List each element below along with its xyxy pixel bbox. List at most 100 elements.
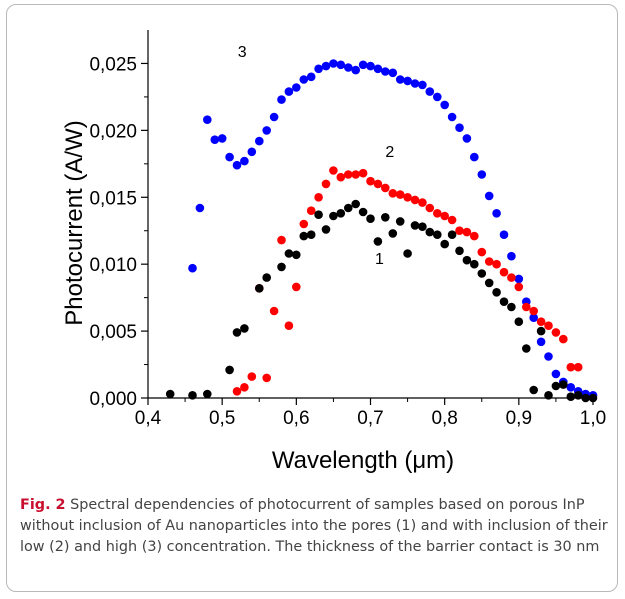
y-tick-label: 0,010 — [89, 255, 137, 276]
data-point-series-1 — [507, 302, 516, 312]
data-point-series-2 — [536, 317, 546, 327]
data-point-series-3 — [492, 209, 501, 218]
data-point-series-1 — [425, 227, 435, 237]
data-point-series-3 — [344, 63, 353, 72]
data-point-series-3 — [566, 383, 576, 392]
data-point-series-2 — [492, 259, 501, 269]
data-point-series-3 — [455, 123, 464, 132]
data-point-series-3 — [195, 203, 205, 213]
data-point-series-1 — [165, 389, 175, 399]
x-tick-label: 1,0 — [580, 408, 606, 429]
series-3 — [188, 59, 598, 400]
data-point-series-1 — [306, 230, 316, 239]
data-point-series-3 — [254, 136, 264, 146]
data-point-series-2 — [403, 193, 412, 202]
data-point-series-3 — [395, 75, 405, 84]
data-point-series-1 — [344, 203, 353, 213]
data-point-series-2 — [232, 387, 242, 396]
y-tick-label: 0,020 — [89, 121, 137, 142]
y-tick-label: 0,000 — [89, 389, 137, 410]
x-axis-title: Wavelength (μm) — [272, 447, 454, 474]
data-point-series-3 — [269, 112, 279, 122]
data-point-series-1 — [321, 225, 331, 234]
x-tick-label: 0,9 — [506, 408, 532, 429]
figure-caption: Fig. 2 Spectral dependencies of photocur… — [20, 495, 610, 558]
data-point-series-1 — [477, 269, 487, 278]
data-point-series-3 — [225, 152, 234, 162]
data-point-series-3 — [329, 59, 338, 68]
data-point-series-1 — [433, 230, 442, 239]
data-point-series-3 — [240, 156, 249, 166]
data-point-series-2 — [573, 362, 583, 372]
data-point-series-1 — [373, 237, 383, 246]
data-point-series-3 — [477, 170, 487, 179]
data-point-series-2 — [462, 227, 472, 237]
data-point-series-1 — [573, 391, 583, 400]
data-point-series-3 — [336, 60, 346, 70]
data-point-series-3 — [306, 72, 316, 82]
x-tick-label: 0,8 — [431, 408, 457, 429]
x-tick-label: 0,5 — [209, 408, 235, 429]
data-point-series-3 — [544, 352, 553, 361]
data-point-series-2 — [336, 172, 346, 182]
data-point-series-1 — [395, 217, 405, 226]
data-point-series-1 — [388, 229, 398, 238]
data-point-series-3 — [499, 230, 509, 239]
data-point-series-2 — [373, 179, 383, 189]
data-point-series-1 — [470, 259, 479, 269]
data-point-series-1 — [203, 389, 212, 399]
data-point-series-1 — [188, 391, 197, 400]
data-point-series-1 — [277, 262, 286, 272]
data-point-series-3 — [351, 65, 361, 75]
data-point-series-1 — [418, 222, 427, 231]
data-point-series-1 — [544, 391, 553, 400]
series-label-2: 2 — [385, 144, 394, 161]
data-point-series-2 — [329, 166, 338, 175]
series-label-1: 1 — [375, 251, 384, 268]
data-point-series-2 — [522, 302, 531, 312]
data-point-series-2 — [277, 235, 286, 245]
data-point-series-2 — [299, 219, 309, 229]
data-point-series-2 — [455, 226, 464, 235]
figure-frame — [6, 4, 618, 592]
data-point-series-2 — [425, 203, 435, 213]
data-point-series-1 — [329, 211, 338, 221]
data-point-series-2 — [559, 334, 568, 344]
photocurrent-chart: 0,4 0,5 0,6 0,7 0,8 0,9 1,0 0,000 0,005 0,010 0,01… — [61, 30, 606, 474]
y-tick-label: 0,005 — [89, 322, 137, 343]
caption-text: Spectral dependencies of photocurrent of… — [20, 497, 608, 555]
data-point-series-1 — [262, 273, 272, 282]
data-point-series-3 — [425, 87, 435, 96]
data-point-series-3 — [536, 337, 546, 347]
data-point-series-2 — [358, 168, 368, 178]
data-point-series-2 — [499, 267, 509, 277]
data-point-series-2 — [544, 321, 553, 331]
data-point-series-1 — [240, 324, 249, 333]
data-point-series-3 — [447, 112, 457, 122]
data-point-series-1 — [440, 239, 450, 249]
data-point-series-1 — [299, 231, 309, 241]
series-1 — [165, 199, 598, 403]
data-point-series-3 — [321, 61, 331, 71]
data-point-series-2 — [507, 273, 516, 282]
data-point-series-1 — [559, 380, 568, 389]
data-point-series-2 — [418, 198, 427, 207]
data-point-series-1 — [284, 249, 294, 258]
data-point-series-3 — [232, 160, 242, 170]
data-point-series-2 — [447, 215, 457, 225]
data-point-series-2 — [440, 211, 450, 221]
data-point-series-3 — [514, 274, 524, 284]
data-point-series-2 — [410, 195, 420, 205]
data-point-series-3 — [470, 152, 479, 162]
data-point-series-2 — [529, 306, 538, 316]
x-tick-label: 0,6 — [283, 408, 309, 429]
data-point-series-1 — [351, 199, 361, 209]
data-point-series-2 — [433, 209, 442, 218]
data-point-series-3 — [299, 75, 309, 84]
data-point-series-3 — [210, 135, 220, 144]
data-point-series-1 — [366, 214, 375, 223]
data-point-series-2 — [321, 179, 331, 189]
data-point-series-1 — [410, 221, 420, 230]
data-point-series-1 — [232, 328, 242, 337]
data-point-series-3 — [418, 80, 427, 90]
